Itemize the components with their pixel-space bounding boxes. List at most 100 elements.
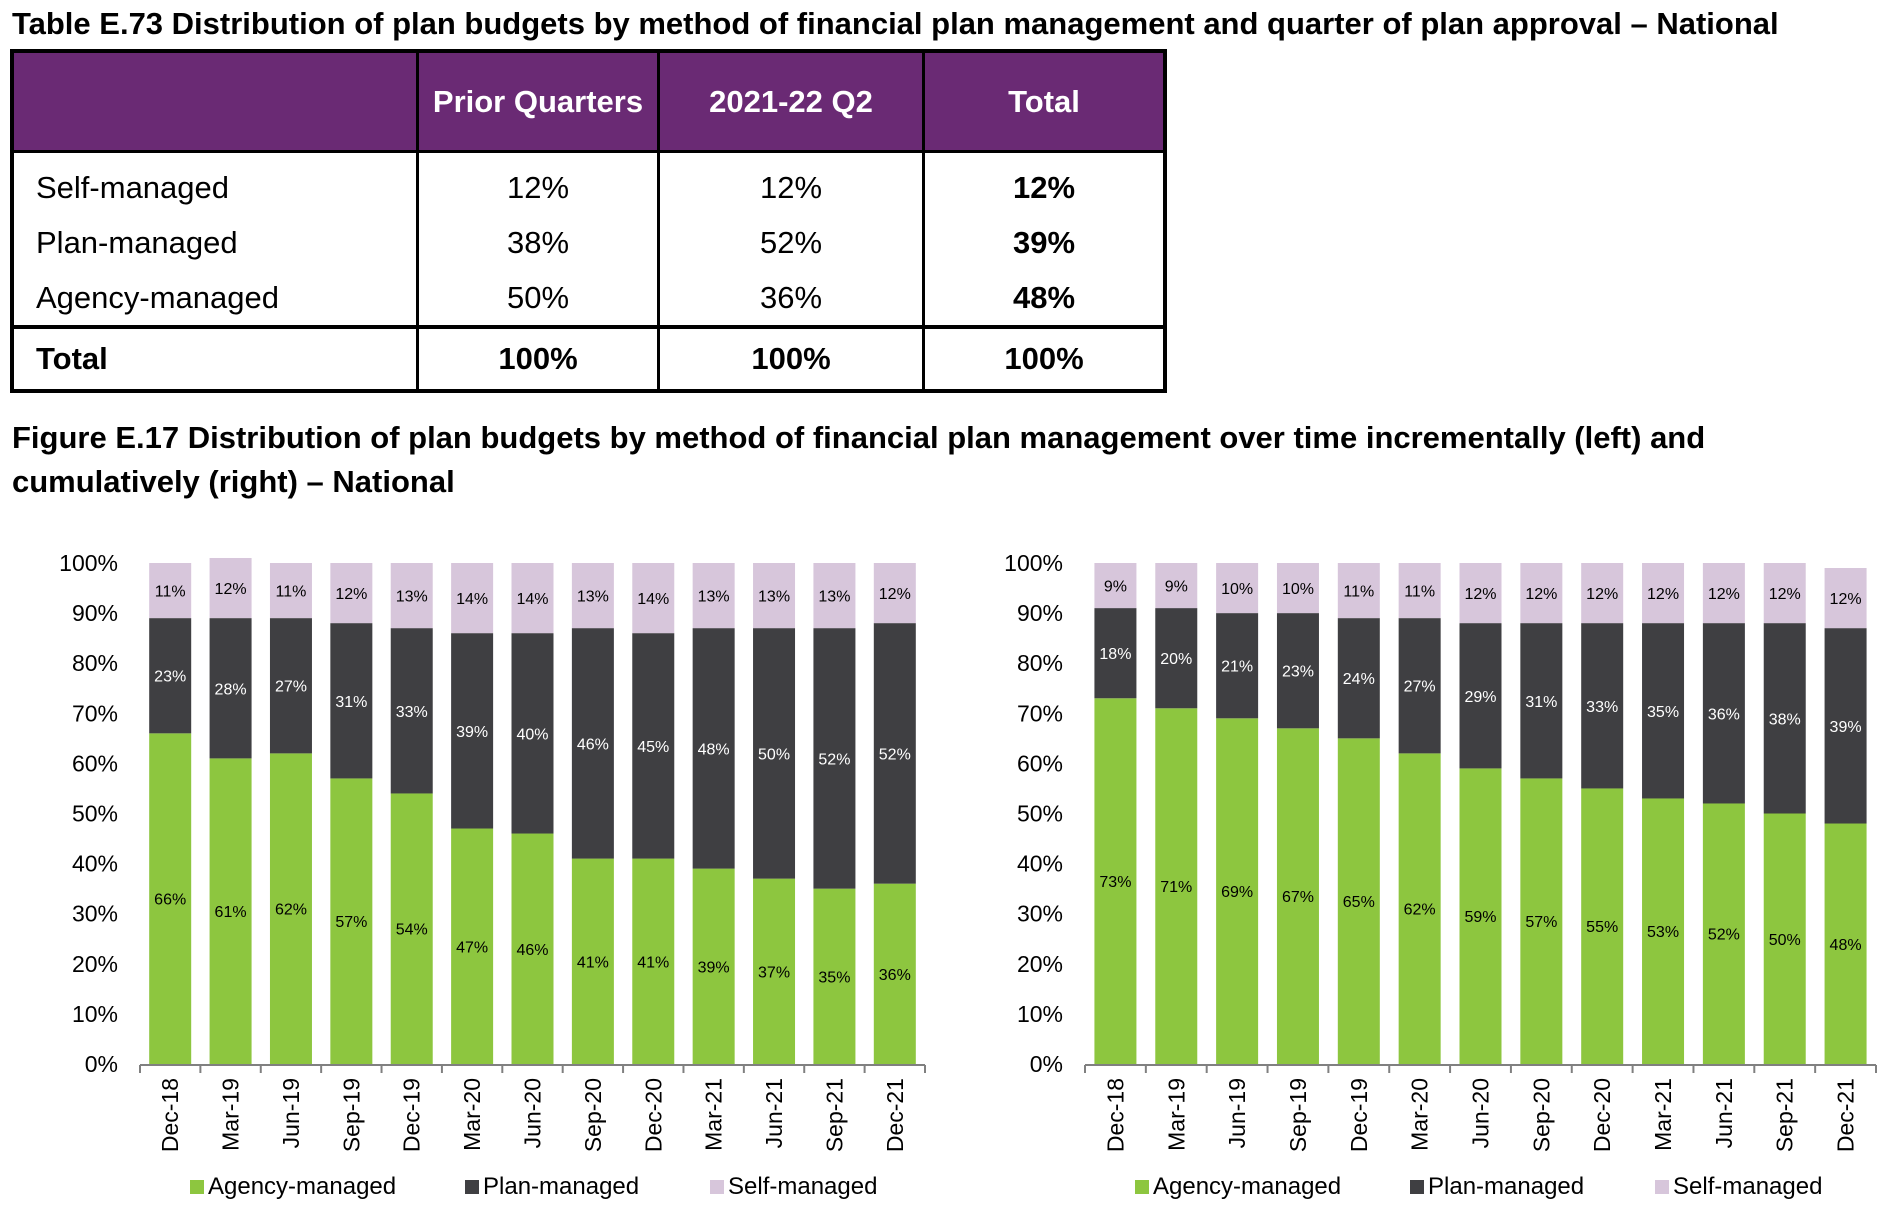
data-label: 38% [1769, 711, 1801, 728]
data-label: 55% [1586, 919, 1618, 936]
cell-prior: 50% [416, 270, 660, 327]
row-label: Self-managed [10, 151, 419, 215]
bar-segment-plan-managed [1581, 623, 1624, 789]
bar-segment-agency-managed [1276, 728, 1319, 1064]
x-tick-label: Mar-20 [459, 1078, 485, 1151]
bar-segment-agency-managed [1094, 698, 1137, 1064]
bar-segment-plan-managed [1702, 623, 1745, 804]
bar-segment-plan-managed [1216, 613, 1259, 719]
bar-segment-self-managed [813, 563, 856, 629]
bar-segment-plan-managed [1276, 613, 1319, 729]
data-label: 9% [1165, 579, 1188, 596]
data-label: 13% [758, 589, 790, 606]
bar-segment-self-managed [753, 563, 796, 629]
data-label: 27% [1404, 679, 1436, 696]
legend-label: Plan-managed [483, 1173, 639, 1200]
data-label: 12% [1586, 586, 1618, 603]
legend-swatch-plan-managed [1410, 1180, 1424, 1194]
bar-segment-agency-managed [1520, 778, 1563, 1064]
data-label: 73% [1099, 874, 1131, 891]
x-tick-label: Sep-19 [338, 1078, 364, 1152]
bar-segment-agency-managed [330, 778, 373, 1064]
data-label: 9% [1104, 579, 1127, 596]
data-label: 41% [577, 954, 609, 971]
data-label: 40% [516, 726, 548, 743]
bar-segment-self-managed [1094, 563, 1137, 609]
bar-segment-plan-managed [1459, 623, 1502, 769]
data-label: 35% [818, 969, 850, 986]
data-label: 13% [577, 589, 609, 606]
data-label: 57% [335, 914, 367, 931]
data-label: 36% [879, 967, 911, 984]
data-label: 13% [818, 589, 850, 606]
data-label: 66% [154, 892, 186, 909]
bar-segment-plan-managed [753, 628, 796, 879]
bar-segment-agency-managed [753, 878, 796, 1064]
data-label: 12% [1647, 586, 1679, 603]
data-label: 29% [1464, 689, 1496, 706]
bar-segment-self-managed [451, 563, 494, 634]
figure-title: Figure E.17 Distribution of plan budgets… [12, 420, 1706, 499]
x-tick-label: Dec-21 [1833, 1078, 1859, 1152]
data-label: 67% [1282, 889, 1314, 906]
data-label: 50% [758, 746, 790, 763]
legend-swatch-plan-managed [465, 1180, 479, 1194]
data-label: 14% [637, 591, 669, 608]
x-tick-label: Jun-20 [520, 1078, 546, 1148]
data-label: 28% [215, 681, 247, 698]
data-label: 39% [456, 724, 488, 741]
bar-segment-agency-managed [1216, 718, 1259, 1064]
data-label: 52% [818, 751, 850, 768]
bar-segment-self-managed [1459, 563, 1502, 624]
bar-segment-agency-managed [1581, 788, 1624, 1064]
table-header-total: Total [922, 49, 1167, 153]
cell-total: 48% [922, 270, 1167, 327]
bar-segment-plan-managed [1398, 618, 1441, 754]
row-label: Agency-managed [10, 270, 419, 327]
data-label: 18% [1099, 646, 1131, 663]
cell-prior: 38% [416, 215, 660, 270]
bar-segment-self-managed [1824, 568, 1867, 629]
data-label: 52% [879, 746, 911, 763]
bar-segment-agency-managed [692, 868, 735, 1064]
row-label: Plan-managed [10, 215, 419, 270]
data-label: 35% [1647, 704, 1679, 721]
bar-segment-self-managed [149, 563, 192, 619]
bar-segment-self-managed [1337, 563, 1380, 619]
x-tick-label: Mar-20 [1407, 1078, 1433, 1151]
x-tick-label: Jun-19 [1224, 1078, 1250, 1148]
legend-swatch-self-managed [1655, 1180, 1669, 1194]
x-tick-label: Jun-21 [1711, 1078, 1737, 1148]
bar-segment-agency-managed [1763, 813, 1806, 1064]
bar-segment-self-managed [1216, 563, 1259, 614]
data-label: 36% [1708, 706, 1740, 723]
chart-incremental: 0% 10% 20% 30% 40% 50% 60% 70% 80% 90% 100% 66% 23% 1… [59, 550, 926, 1200]
x-tick-label: Dec-21 [882, 1078, 908, 1152]
data-label: 10% [1282, 581, 1314, 598]
x-tick-label: Jun-21 [761, 1078, 787, 1148]
data-label: 23% [154, 669, 186, 686]
data-label: 39% [698, 959, 730, 976]
data-label: 11% [276, 584, 307, 601]
bar-segment-self-managed [571, 563, 614, 629]
table-header-2021-22-q2: 2021-22 Q2 [657, 49, 925, 153]
legend-swatch-agency-managed [190, 1180, 204, 1194]
y-tick-label: 0% [1030, 1051, 1063, 1077]
bar-segment-plan-managed [632, 633, 675, 859]
data-label: 14% [516, 591, 548, 608]
data-label: 57% [1525, 914, 1557, 931]
data-label: 33% [396, 704, 428, 721]
data-label: 12% [335, 586, 367, 603]
x-tick-label: Dec-20 [1589, 1078, 1615, 1152]
x-tick-label: Mar-21 [1650, 1078, 1676, 1151]
data-label: 33% [1586, 699, 1618, 716]
y-tick-label: 100% [59, 550, 118, 576]
bar-segment-self-managed [1642, 563, 1685, 624]
data-label: 54% [396, 922, 428, 939]
y-tick-label: 60% [1017, 750, 1063, 776]
data-label: 23% [1282, 664, 1314, 681]
bar-segment-self-managed [390, 563, 433, 629]
bar-segment-agency-managed [149, 733, 192, 1064]
data-label: 11% [1343, 584, 1374, 601]
data-label: 62% [275, 902, 307, 919]
